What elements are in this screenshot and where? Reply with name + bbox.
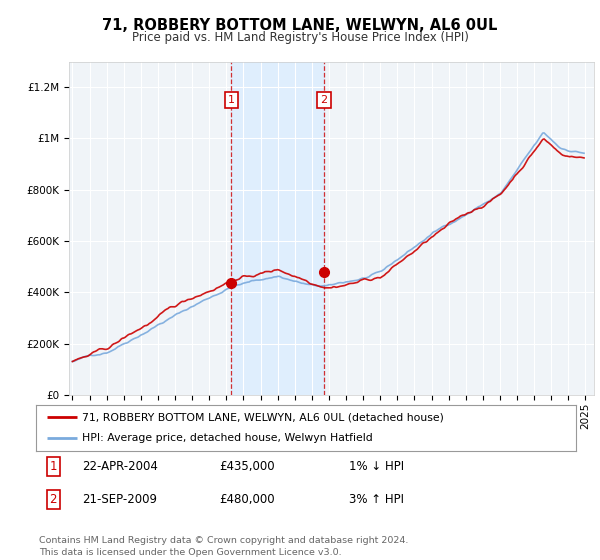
Text: Contains HM Land Registry data © Crown copyright and database right 2024.
This d: Contains HM Land Registry data © Crown c… [39, 536, 409, 557]
Text: 22-APR-2004: 22-APR-2004 [82, 460, 158, 473]
Text: £435,000: £435,000 [220, 460, 275, 473]
Text: 1% ↓ HPI: 1% ↓ HPI [349, 460, 404, 473]
Text: 2: 2 [49, 493, 57, 506]
Text: 21-SEP-2009: 21-SEP-2009 [82, 493, 157, 506]
Text: 1: 1 [49, 460, 57, 473]
Text: 71, ROBBERY BOTTOM LANE, WELWYN, AL6 0UL: 71, ROBBERY BOTTOM LANE, WELWYN, AL6 0UL [103, 18, 497, 33]
Text: 71, ROBBERY BOTTOM LANE, WELWYN, AL6 0UL (detached house): 71, ROBBERY BOTTOM LANE, WELWYN, AL6 0UL… [82, 412, 444, 422]
Text: 2: 2 [320, 95, 328, 105]
Text: £480,000: £480,000 [220, 493, 275, 506]
Text: HPI: Average price, detached house, Welwyn Hatfield: HPI: Average price, detached house, Welw… [82, 433, 373, 444]
Text: 3% ↑ HPI: 3% ↑ HPI [349, 493, 404, 506]
Text: Price paid vs. HM Land Registry's House Price Index (HPI): Price paid vs. HM Land Registry's House … [131, 31, 469, 44]
Text: 1: 1 [228, 95, 235, 105]
Bar [232, 62, 324, 395]
